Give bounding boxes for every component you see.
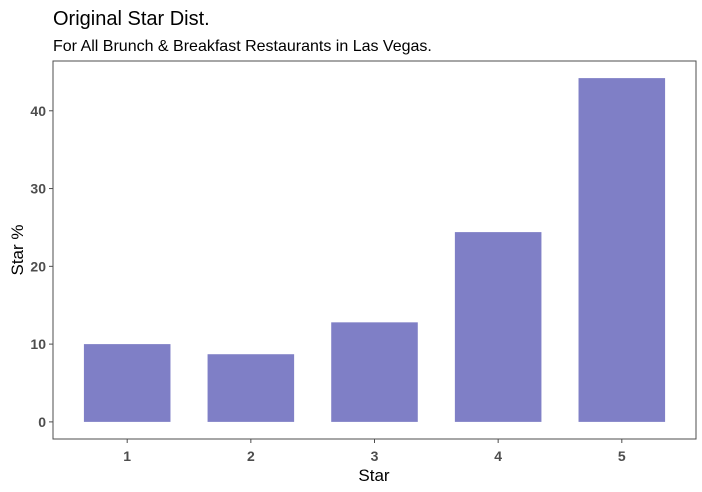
bar-2 bbox=[207, 354, 295, 422]
x-tick-label: 2 bbox=[247, 448, 255, 464]
bars-group bbox=[83, 78, 666, 422]
y-tick-label: 40 bbox=[30, 103, 46, 119]
x-tick-label: 3 bbox=[371, 448, 379, 464]
chart-title: Original Star Dist. bbox=[53, 8, 210, 30]
y-tick-label: 10 bbox=[30, 336, 46, 352]
bar-5 bbox=[578, 78, 666, 422]
x-tick-label: 5 bbox=[618, 448, 626, 464]
bar-3 bbox=[331, 322, 418, 422]
x-tick-label: 1 bbox=[123, 448, 131, 464]
x-axis-title: Star bbox=[358, 466, 390, 485]
bar-4 bbox=[454, 232, 542, 422]
x-tick-label: 4 bbox=[494, 448, 502, 464]
y-tick-label: 20 bbox=[30, 258, 46, 274]
x-axis-ticks: 1 2 3 4 5 bbox=[123, 439, 626, 464]
y-tick-label: 30 bbox=[30, 181, 46, 197]
y-axis-title: Star % bbox=[8, 224, 27, 275]
y-axis-ticks: 0 10 20 30 40 bbox=[30, 103, 53, 430]
y-tick-label: 0 bbox=[38, 414, 46, 430]
chart-subtitle: For All Brunch & Breakfast Restaurants i… bbox=[53, 38, 432, 55]
bar-1 bbox=[83, 344, 171, 422]
